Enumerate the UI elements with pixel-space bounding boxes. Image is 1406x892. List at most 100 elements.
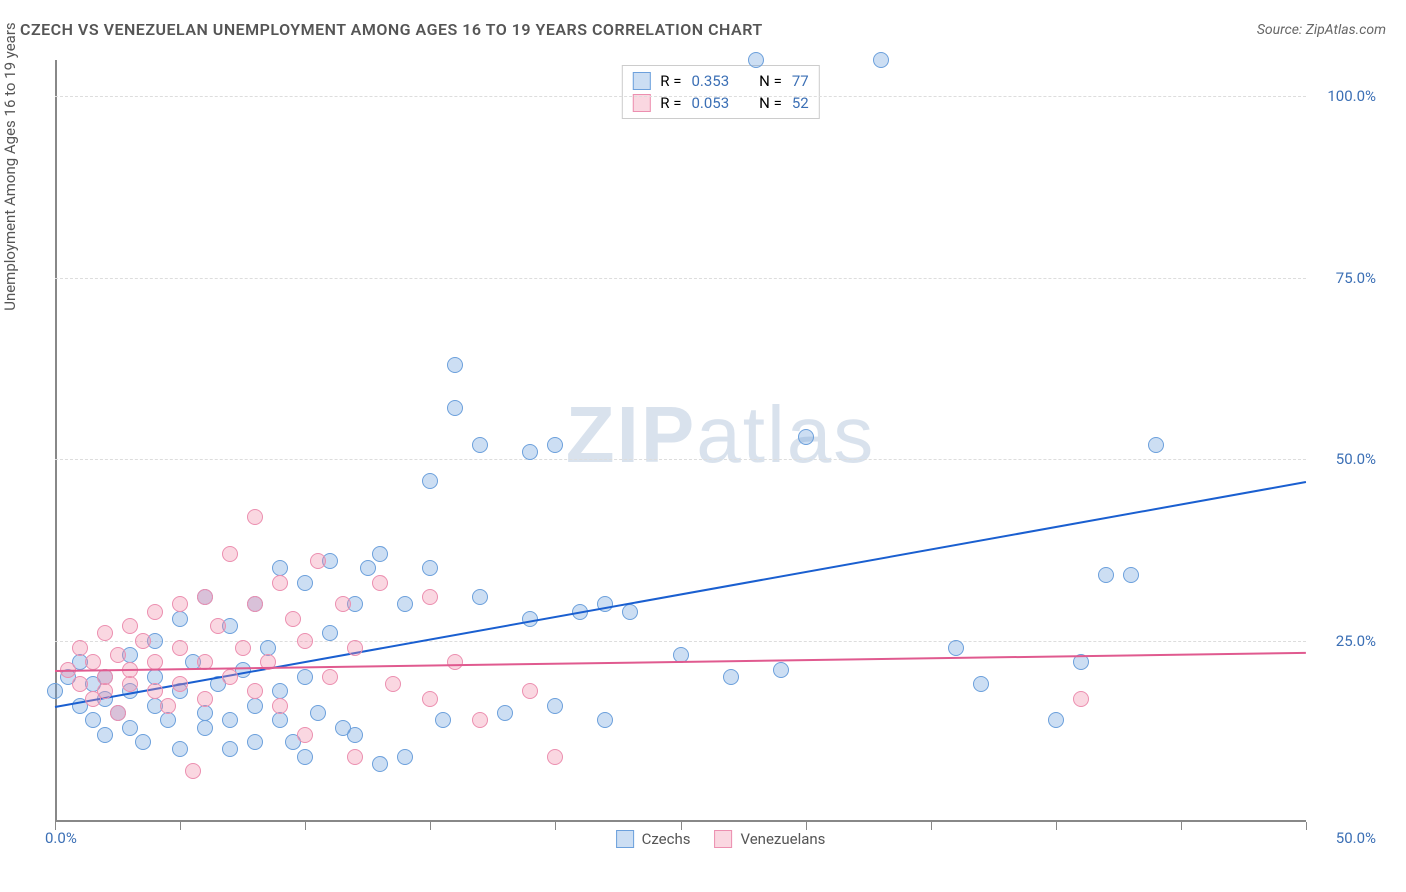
point-venezuelan	[347, 640, 363, 656]
x-tick	[1056, 822, 1057, 830]
chart-area: ZIPatlas R = 0.353 N = 77 R = 0.053 N = …	[55, 60, 1386, 842]
y-tick-label: 100.0%	[1327, 87, 1376, 105]
point-venezuelan	[422, 691, 438, 707]
point-venezuelan	[110, 647, 126, 663]
y-tick-label: 50.0%	[1336, 450, 1376, 468]
point-venezuelan	[197, 589, 213, 605]
x-tick	[1181, 822, 1182, 830]
x-tick	[305, 822, 306, 830]
point-czech	[948, 640, 964, 656]
point-venezuelan	[72, 676, 88, 692]
point-czech	[973, 676, 989, 692]
point-venezuelan	[422, 589, 438, 605]
y-tick-label: 75.0%	[1336, 269, 1376, 287]
point-czech	[360, 560, 376, 576]
source-attribution: Source: ZipAtlas.com	[1257, 22, 1386, 38]
point-venezuelan	[210, 618, 226, 634]
point-czech	[297, 575, 313, 591]
point-czech	[172, 611, 188, 627]
x-tick	[555, 822, 556, 830]
point-czech	[172, 741, 188, 757]
point-czech	[222, 741, 238, 757]
point-venezuelan	[72, 640, 88, 656]
point-czech	[272, 712, 288, 728]
point-czech	[222, 712, 238, 728]
point-czech	[873, 52, 889, 68]
point-venezuelan	[110, 705, 126, 721]
point-venezuelan	[147, 683, 163, 699]
point-venezuelan	[347, 749, 363, 765]
point-czech	[497, 705, 513, 721]
point-venezuelan	[185, 763, 201, 779]
point-venezuelan	[172, 676, 188, 692]
point-venezuelan	[247, 509, 263, 525]
point-czech	[447, 400, 463, 416]
gridline	[55, 96, 1306, 97]
point-czech	[422, 473, 438, 489]
point-czech	[297, 749, 313, 765]
point-czech	[435, 712, 451, 728]
point-venezuelan	[272, 698, 288, 714]
point-venezuelan	[122, 676, 138, 692]
point-venezuelan	[235, 640, 251, 656]
point-venezuelan	[297, 727, 313, 743]
point-czech	[447, 357, 463, 373]
y-tick-label: 25.0%	[1336, 632, 1376, 650]
x-tick	[931, 822, 932, 830]
point-venezuelan	[1073, 691, 1089, 707]
point-czech	[135, 734, 151, 750]
x-tick	[1306, 822, 1307, 830]
point-czech	[247, 734, 263, 750]
point-venezuelan	[97, 625, 113, 641]
series-legend: Czechs Venezuelans	[616, 830, 826, 848]
point-czech	[397, 596, 413, 612]
point-venezuelan	[472, 712, 488, 728]
point-venezuelan	[172, 596, 188, 612]
point-czech	[748, 52, 764, 68]
x-origin-label: 0.0%	[45, 829, 77, 847]
point-czech	[47, 683, 63, 699]
point-czech	[197, 720, 213, 736]
point-czech	[310, 705, 326, 721]
stats-row-czechs: R = 0.353 N = 77	[632, 70, 808, 92]
point-czech	[773, 662, 789, 678]
point-venezuelan	[385, 676, 401, 692]
point-venezuelan	[247, 596, 263, 612]
point-venezuelan	[285, 611, 301, 627]
legend-swatch-czechs	[616, 830, 634, 848]
point-venezuelan	[335, 596, 351, 612]
x-max-label: 50.0%	[1336, 829, 1376, 847]
y-axis-label: Unemployment Among Ages 16 to 19 years	[1, 22, 19, 310]
point-czech	[85, 712, 101, 728]
x-tick	[806, 822, 807, 830]
x-tick	[180, 822, 181, 830]
swatch-czechs	[632, 72, 650, 90]
legend-swatch-venezuelans	[714, 830, 732, 848]
point-czech	[322, 625, 338, 641]
point-czech	[1148, 437, 1164, 453]
gridline	[55, 459, 1306, 460]
legend-item-czechs: Czechs	[616, 830, 691, 848]
trendline-czech	[55, 481, 1306, 708]
point-czech	[622, 604, 638, 620]
point-czech	[297, 669, 313, 685]
point-czech	[723, 669, 739, 685]
point-czech	[422, 560, 438, 576]
point-venezuelan	[135, 633, 151, 649]
point-venezuelan	[372, 575, 388, 591]
point-czech	[1123, 567, 1139, 583]
point-venezuelan	[297, 633, 313, 649]
point-czech	[347, 727, 363, 743]
point-venezuelan	[272, 575, 288, 591]
point-venezuelan	[147, 604, 163, 620]
point-venezuelan	[447, 654, 463, 670]
point-czech	[522, 444, 538, 460]
point-venezuelan	[172, 640, 188, 656]
stats-legend: R = 0.353 N = 77 R = 0.053 N = 52	[621, 65, 819, 119]
point-czech	[1098, 567, 1114, 583]
x-tick	[430, 822, 431, 830]
point-czech	[472, 589, 488, 605]
point-czech	[472, 437, 488, 453]
point-venezuelan	[160, 698, 176, 714]
point-czech	[547, 698, 563, 714]
